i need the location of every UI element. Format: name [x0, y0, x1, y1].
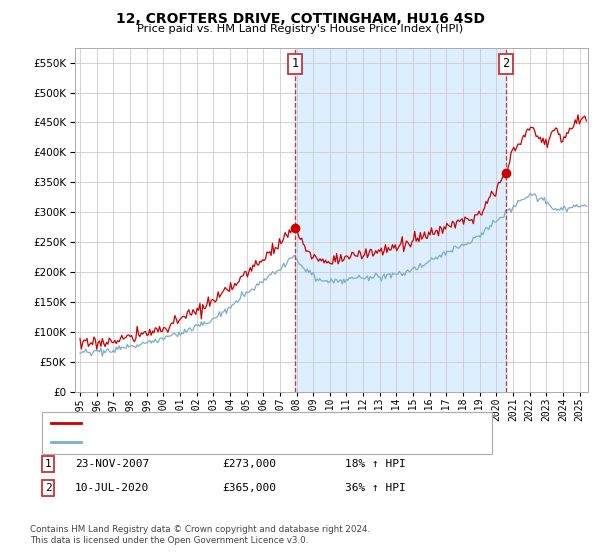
Text: 2: 2 [44, 483, 52, 493]
Text: Price paid vs. HM Land Registry's House Price Index (HPI): Price paid vs. HM Land Registry's House … [137, 24, 463, 34]
Text: 12, CROFTERS DRIVE, COTTINGHAM, HU16 4SD: 12, CROFTERS DRIVE, COTTINGHAM, HU16 4SD [115, 12, 485, 26]
Text: 1: 1 [292, 57, 299, 70]
Text: Contains HM Land Registry data © Crown copyright and database right 2024.
This d: Contains HM Land Registry data © Crown c… [30, 525, 370, 545]
Text: 36% ↑ HPI: 36% ↑ HPI [345, 483, 406, 493]
Text: HPI: Average price, detached house, East Riding of Yorkshire: HPI: Average price, detached house, East… [87, 437, 462, 447]
Bar [295, 48, 506, 392]
Text: £273,000: £273,000 [222, 459, 276, 469]
Text: 18% ↑ HPI: 18% ↑ HPI [345, 459, 406, 469]
Text: 1: 1 [44, 459, 52, 469]
Text: 2: 2 [503, 57, 509, 70]
Text: 10-JUL-2020: 10-JUL-2020 [75, 483, 149, 493]
Text: 23-NOV-2007: 23-NOV-2007 [75, 459, 149, 469]
Text: £365,000: £365,000 [222, 483, 276, 493]
Text: 12, CROFTERS DRIVE, COTTINGHAM, HU16 4SD (detached house): 12, CROFTERS DRIVE, COTTINGHAM, HU16 4SD… [87, 418, 443, 428]
